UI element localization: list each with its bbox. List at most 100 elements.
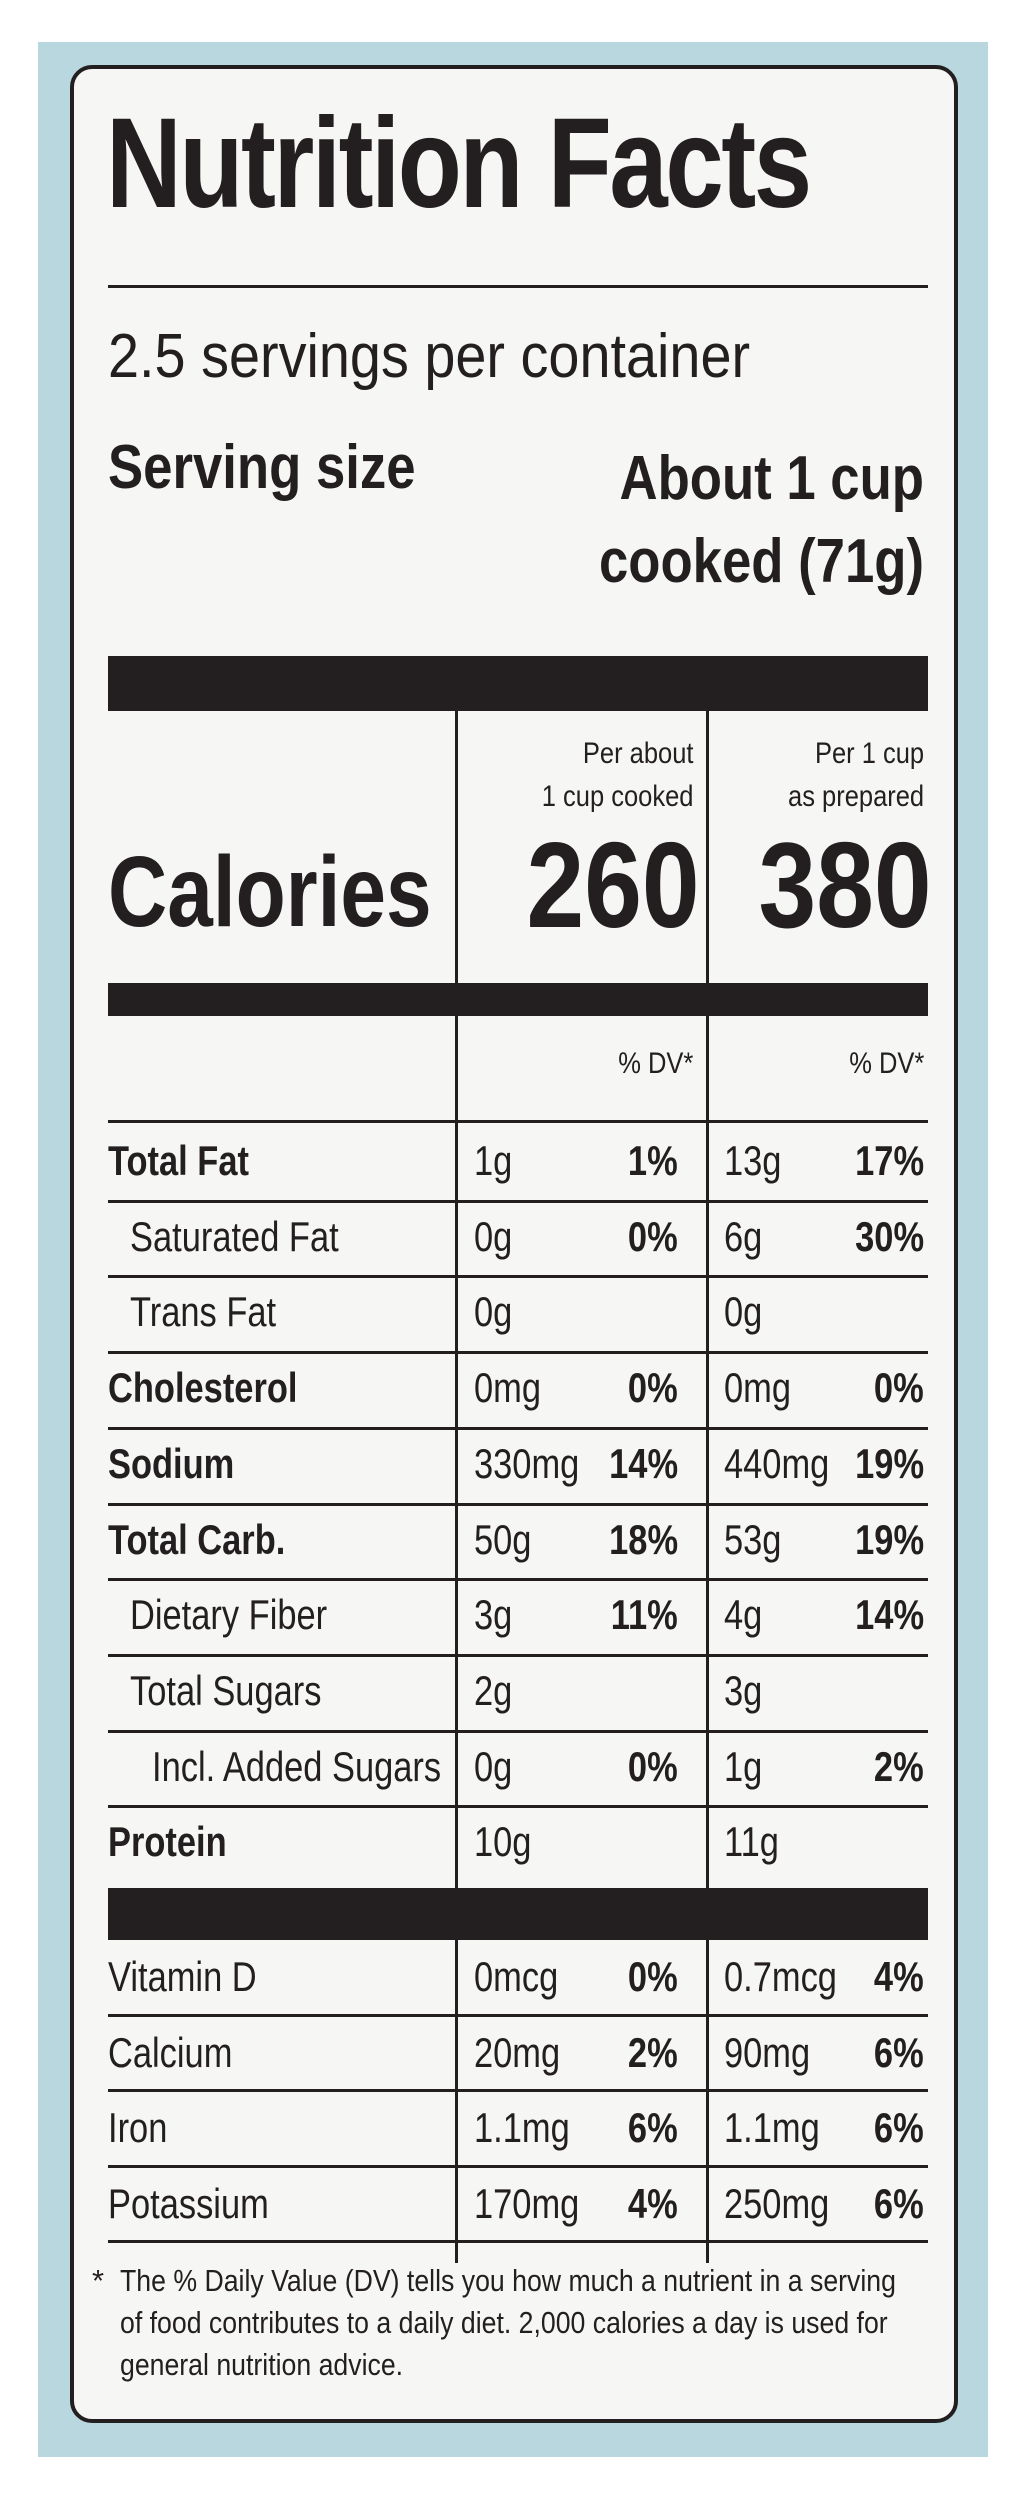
nutrient-row-4-divider (108, 1503, 928, 1506)
nutrient-row-0-col2-dv: 17% (855, 1137, 924, 1184)
vitamin-row-3-name: Potassium (108, 2180, 269, 2227)
column2-header-line2: as prepared (787, 780, 924, 813)
nutrient-row-1-name: Saturated Fat (130, 1213, 339, 1260)
vitamin-row-0-col2-dv: 4% (874, 1953, 924, 2000)
nutrient-row-0-col2-amount: 13g (724, 1137, 782, 1184)
vitamin-row-3-col2-amount: 250mg (724, 2180, 830, 2227)
nutrient-row-6-name: Dietary Fiber (130, 1591, 328, 1638)
nutrient-row-4-col1-dv: 14% (609, 1440, 678, 1487)
column1-header-line2: 1 cup cooked (541, 780, 693, 813)
nutrient-row-3-divider (108, 1427, 928, 1430)
vitamin-row-1-name: Calcium (108, 2029, 233, 2076)
nutrient-row-3-col2-dv: 0% (874, 1364, 924, 1411)
vitamin-row-3-col2-dv: 6% (874, 2180, 924, 2227)
nutrient-row-8-name: Incl. Added Sugars (152, 1743, 442, 1790)
nutrient-row-2-divider (108, 1351, 928, 1354)
vitamin-row-2-divider (108, 2165, 928, 2168)
calories-value-col1: 260 (526, 817, 700, 953)
footnote-text: The % Daily Value (DV) tells you how muc… (120, 2263, 896, 2382)
nutrient-row-7-name: Total Sugars (130, 1667, 322, 1714)
vitamin-row-1-col1-dv: 2% (628, 2029, 678, 2076)
serving-size-label: Serving size (108, 433, 416, 502)
calories-label: Calories (108, 836, 432, 948)
vitamin-row-1-col2-dv: 6% (874, 2029, 924, 2076)
nutrient-row-8-col2-amount: 1g (724, 1743, 763, 1790)
nutrient-row-8-col1-amount: 0g (474, 1743, 513, 1790)
label-title: Nutrition Facts (106, 92, 812, 235)
nutrient-row-5-name: Total Carb. (108, 1516, 286, 1563)
nutrient-row-7-col2-amount: 3g (724, 1667, 763, 1714)
nutrient-row-1-divider (108, 1275, 928, 1278)
column1-header-line1: Per about (582, 737, 693, 770)
vitamin-row-2-name: Iron (108, 2104, 168, 2151)
nutrient-row-5-col1-amount: 50g (474, 1516, 532, 1563)
servings-per-container: 2.5 servings per container (108, 322, 751, 391)
vitamin-row-2-col2-amount: 1.1mg (724, 2104, 820, 2151)
nutrient-row-8-col2-dv: 2% (874, 1743, 924, 1790)
column2-header: Per 1 cup as prepared (788, 732, 924, 818)
nutrient-row-1-col2-dv: 30% (855, 1213, 924, 1260)
serving-size-value-line2: cooked (71g) (598, 527, 924, 596)
title-rule (108, 285, 928, 288)
nutrient-row-7-col1-amount: 2g (474, 1667, 513, 1714)
nutrient-row-6-col2-amount: 4g (724, 1591, 763, 1638)
thick-bar-bottom (108, 1888, 928, 1940)
nutrient-row-9-col2-amount: 11g (724, 1818, 779, 1865)
nutrient-row-3-name: Cholesterol (108, 1364, 298, 1411)
column-divider-2 (706, 711, 709, 2263)
vitamin-row-2-col1-amount: 1.1mg (474, 2104, 570, 2151)
nutrient-row-5-col2-amount: 53g (724, 1516, 782, 1563)
vitamin-row-1-col2-amount: 90mg (724, 2029, 811, 2076)
vitamin-row-0-col1-amount: 0mcg (474, 1953, 559, 2000)
vitamin-row-0-col1-dv: 0% (628, 1953, 678, 2000)
vitamin-row-3-col1-dv: 4% (628, 2180, 678, 2227)
vitamin-row-1-col1-amount: 20mg (474, 2029, 561, 2076)
nutrient-row-2-name: Trans Fat (130, 1288, 277, 1335)
dv-header-rule (108, 1120, 928, 1123)
nutrient-row-6-col2-dv: 14% (855, 1591, 924, 1638)
vitamin-row-0-name: Vitamin D (108, 1953, 257, 2000)
vitamin-row-0-col2-amount: 0.7mcg (724, 1953, 837, 2000)
nutrient-row-3-col2-amount: 0mg (724, 1364, 791, 1411)
nutrient-row-1-col1-dv: 0% (628, 1213, 678, 1260)
nutrition-panel (70, 65, 958, 2423)
nutrient-row-4-col2-amount: 440mg (724, 1440, 830, 1487)
nutrient-row-5-divider (108, 1578, 928, 1581)
vitamin-row-2-col1-dv: 6% (628, 2104, 678, 2151)
nutrient-row-2-col1-amount: 0g (474, 1288, 513, 1335)
vitamin-row-0-divider (108, 2014, 928, 2017)
nutrient-row-0-col1-dv: 1% (628, 1137, 678, 1184)
nutrient-row-4-col1-amount: 330mg (474, 1440, 580, 1487)
nutrient-row-3-col1-dv: 0% (628, 1364, 678, 1411)
calories-value-col2: 380 (758, 817, 932, 953)
vitamin-row-2-col2-dv: 6% (874, 2104, 924, 2151)
vitamin-row-3-divider (108, 2240, 928, 2243)
dv-header-col1: % DV* (617, 1047, 693, 1080)
nutrient-row-9-name: Protein (108, 1818, 227, 1865)
nutrient-row-8-col1-dv: 0% (628, 1743, 678, 1790)
nutrient-row-8-divider (108, 1805, 928, 1808)
nutrient-row-0-col1-amount: 1g (474, 1137, 513, 1184)
nutrient-row-5-col2-dv: 19% (855, 1516, 924, 1563)
nutrient-row-6-col1-dv: 11% (610, 1591, 678, 1638)
thick-bar-top (108, 656, 928, 711)
nutrient-row-4-col2-dv: 19% (855, 1440, 924, 1487)
nutrient-row-4-name: Sodium (108, 1440, 235, 1487)
nutrient-row-9-col1-amount: 10g (474, 1818, 532, 1865)
column2-header-line1: Per 1 cup (814, 737, 924, 770)
vitamin-row-1-divider (108, 2089, 928, 2092)
nutrient-row-3-col1-amount: 0mg (474, 1364, 541, 1411)
nutrient-row-0-divider (108, 1200, 928, 1203)
footnote-asterisk: * (92, 2263, 105, 2298)
serving-size-value: About 1 cup cooked (71g) (482, 437, 924, 603)
vitamin-row-3-col1-amount: 170mg (474, 2180, 580, 2227)
nutrient-row-0-name: Total Fat (108, 1137, 249, 1184)
nutrient-row-7-divider (108, 1730, 928, 1733)
nutrient-row-1-col1-amount: 0g (474, 1213, 513, 1260)
serving-size-value-line1: About 1 cup (619, 444, 924, 513)
nutrient-row-1-col2-amount: 6g (724, 1213, 763, 1260)
nutrient-row-6-col1-amount: 3g (474, 1591, 513, 1638)
nutrient-row-5-col1-dv: 18% (609, 1516, 678, 1563)
nutrient-row-2-col2-amount: 0g (724, 1288, 763, 1335)
column-divider-1 (455, 711, 458, 2263)
